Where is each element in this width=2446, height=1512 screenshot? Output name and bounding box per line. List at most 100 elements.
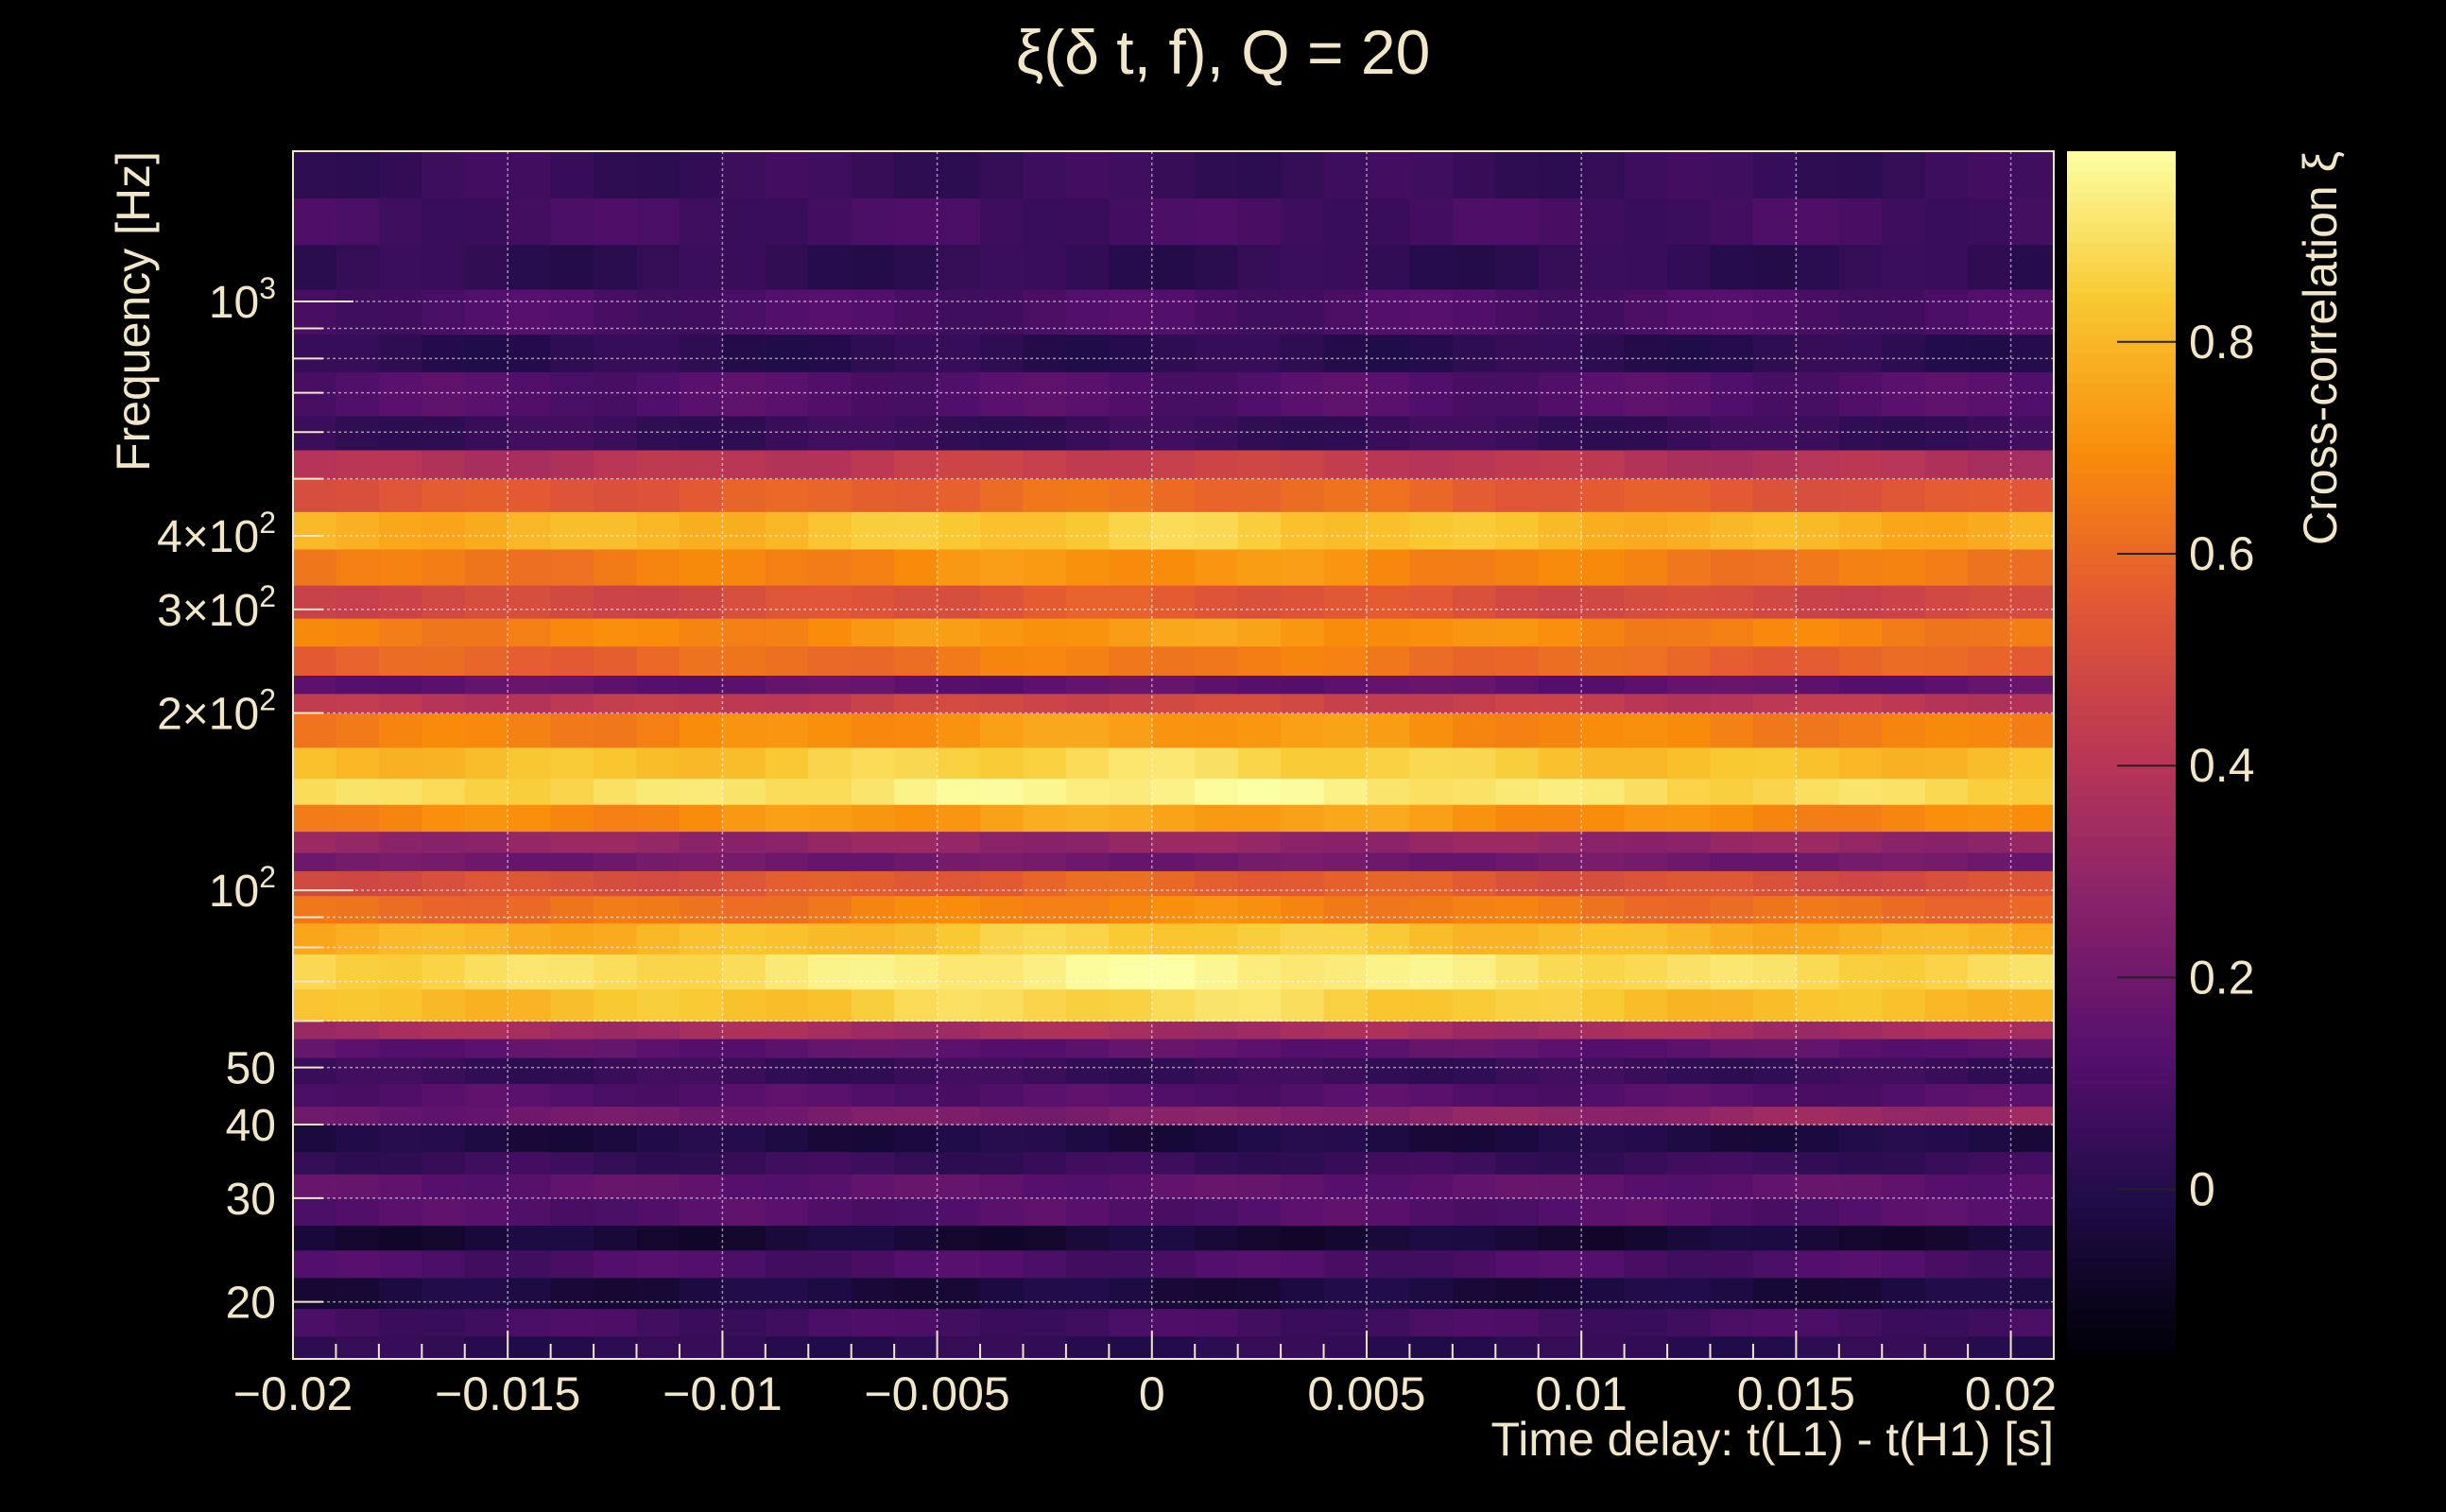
heatmap-cell [1195,831,1239,853]
heatmap-cell [1968,1197,2012,1227]
heatmap-cell [378,988,422,1022]
heatmap-cell [1323,371,1368,417]
heatmap-cell [422,693,466,714]
heatmap-cell [508,198,552,246]
heatmap-cell [1882,478,1926,512]
heatmap-cell [464,747,508,780]
heatmap-cell [1065,954,1110,990]
heatmap-cell [1710,511,1754,550]
heatmap-cell [1409,1057,1454,1085]
heatmap-cell [1065,1057,1110,1085]
heatmap-cell [1409,713,1454,748]
heatmap-cell [1237,1151,1282,1175]
heatmap-cell [1323,1249,1368,1279]
heatmap-cell [679,415,723,451]
heatmap-cell [1366,1249,1411,1279]
heatmap-cell [1065,747,1110,780]
heatmap-cell [937,988,981,1022]
heatmap-cell [679,618,723,647]
heatmap-cell [1195,548,1239,586]
heatmap-cell [1838,1277,1883,1310]
heatmap-cell [636,1335,680,1360]
heatmap-cell [422,415,466,451]
heatmap-cell [550,713,594,748]
heatmap-cell [851,831,895,853]
heatmap-cell [422,645,466,676]
heatmap-cell [422,1106,466,1125]
heatmap-cell [1023,618,1067,647]
heatmap-cell [1624,511,1668,550]
colorbar-strip [2067,472,2176,485]
heatmap-cell [1151,870,1196,897]
heatmap-cell [1538,1083,1582,1108]
heatmap-cell [594,1308,638,1337]
heatmap-cell [1109,1125,1153,1153]
colorbar-strip [2067,1046,2176,1058]
heatmap-cell [336,1039,380,1058]
heatmap-cell [2010,415,2055,451]
heatmap-cell [1667,804,1712,833]
heatmap-cell [508,954,552,990]
heatmap-cell [1838,1197,1883,1227]
heatmap-cell [679,548,723,586]
heatmap-cell [808,548,853,586]
heatmap-cell [1323,1021,1368,1040]
heatmap-cell [1752,804,1797,833]
heatmap-cell [1323,1174,1368,1199]
heatmap-cell [808,831,853,853]
heatmap-cell [1281,1039,1325,1058]
heatmap-cell [1366,198,1411,246]
heatmap-cell [894,198,939,246]
heatmap-cell [1151,1083,1196,1108]
heatmap-cell [1710,1174,1754,1199]
heatmap-cell [679,371,723,417]
heatmap-cell [293,371,337,417]
heatmap-cell [980,713,1025,748]
colorbar-strip [2067,885,2176,897]
heatmap-cell [378,585,422,619]
colorbar-tick-label: 0 [2189,1163,2215,1216]
heatmap-cell [1924,1151,1969,1175]
heatmap-cell [1237,511,1282,550]
colorbar-strip [2067,563,2176,576]
heatmap-cell [464,1225,508,1251]
heatmap-cell [1323,334,1368,372]
heatmap-cell [1838,1021,1883,1040]
heatmap-cell [937,548,981,586]
heatmap-cell [679,449,723,480]
heatmap-cell [1281,1335,1325,1360]
heatmap-cell [508,1021,552,1040]
heatmap-cell [2010,988,2055,1022]
colorbar-strip [2067,403,2176,414]
heatmap-cell [1366,548,1411,586]
heatmap-cell [1581,988,1626,1022]
heatmap-cell [1065,1335,1110,1360]
heatmap-cell [422,198,466,246]
heatmap-cell [765,1151,809,1175]
heatmap-cell [336,954,380,990]
heatmap-cell [980,1151,1025,1175]
heatmap-cell [464,1335,508,1360]
heatmap-cell [378,415,422,451]
heatmap-cell [1495,1125,1540,1153]
heatmap-cell [293,1083,337,1108]
heatmap-cell [1109,198,1153,246]
heatmap-cell [1495,1039,1540,1058]
heatmap-cell [1495,244,1540,290]
heatmap-cell [679,151,723,198]
heatmap-cell [1624,1308,1668,1337]
heatmap-cell [851,288,895,335]
heatmap-cell [508,449,552,480]
colorbar-strip [2067,725,2176,736]
heatmap-cell [1710,371,1754,417]
x-axis: −0.02 −0.015 −0.01 −0.005 0 0.005 0.01 0.015 0.0… [233,1331,2057,1420]
heatmap-cell [378,895,422,924]
heatmap-cell [765,747,809,780]
heatmap-cell [1838,548,1883,586]
heatmap-cell [1968,1106,2012,1125]
heatmap-cell [464,675,508,695]
heatmap-cell [550,151,594,198]
heatmap-cell [1538,618,1582,647]
heatmap-cell [1838,831,1883,853]
heatmap-cell [1452,198,1496,246]
